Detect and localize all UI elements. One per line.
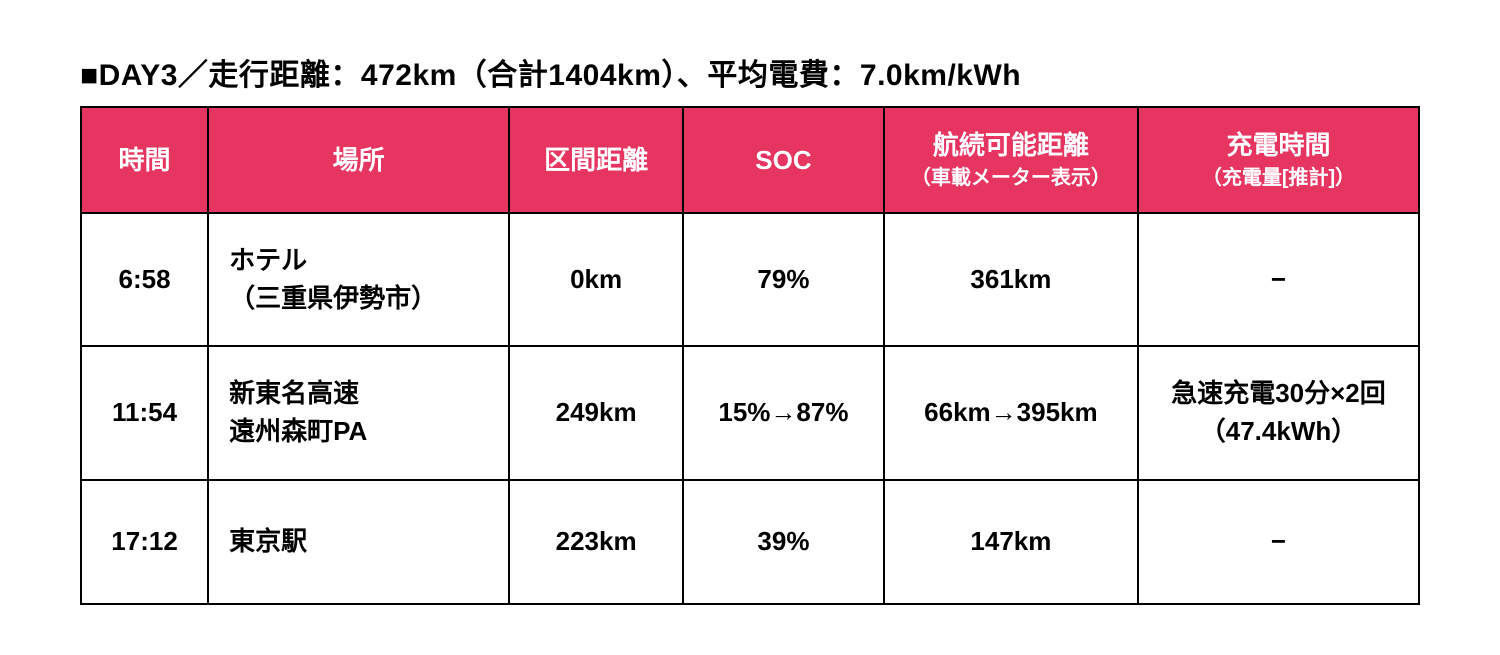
cell-location: ホテル （三重県伊勢市） [208, 213, 509, 346]
location-line2: 遠州森町PA [229, 416, 367, 446]
table-header-row: 時間 場所 区間距離 SOC 航続可能距離 （車載メーター表示） 充電時間 （充… [81, 107, 1419, 213]
table-row: 6:58 ホテル （三重県伊勢市） 0km 79% 361km − [81, 213, 1419, 346]
charge-line1: 急速充電30分×2回 [1171, 378, 1386, 408]
col-header-charge: 充電時間 （充電量[推計]） [1138, 107, 1419, 213]
cell-time: 11:54 [81, 346, 208, 479]
col-header-location: 場所 [208, 107, 509, 213]
cell-soc: 79% [683, 213, 884, 346]
cell-soc: 15%→87% [683, 346, 884, 479]
col-header-main: 航続可能距離 [933, 130, 1089, 160]
cell-soc: 39% [683, 480, 884, 604]
cell-charge: 急速充電30分×2回 （47.4kWh） [1138, 346, 1419, 479]
table-row: 17:12 東京駅 223km 39% 147km − [81, 480, 1419, 604]
location-line1: 新東名高速 [229, 378, 359, 408]
cell-range: 66km→395km [884, 346, 1138, 479]
cell-charge: − [1138, 480, 1419, 604]
cell-distance: 249km [509, 346, 683, 479]
cell-location: 新東名高速 遠州森町PA [208, 346, 509, 479]
col-header-main: 時間 [119, 145, 171, 175]
location-line1: 東京駅 [229, 526, 307, 556]
cell-time: 17:12 [81, 480, 208, 604]
cell-charge: − [1138, 213, 1419, 346]
col-header-sub: （充電量[推計]） [1147, 165, 1410, 192]
col-header-time: 時間 [81, 107, 208, 213]
location-line2: （三重県伊勢市） [229, 283, 437, 313]
charge-line1: − [1271, 264, 1286, 294]
col-header-main: 区間距離 [544, 145, 648, 175]
cell-range: 361km [884, 213, 1138, 346]
page-title: ■DAY3／走行距離：472km（合計1404km）、平均電費：7.0km/kW… [80, 50, 1420, 94]
charge-line1: − [1271, 526, 1286, 556]
cell-location: 東京駅 [208, 480, 509, 604]
cell-distance: 223km [509, 480, 683, 604]
cell-range: 147km [884, 480, 1138, 604]
trip-table: 時間 場所 区間距離 SOC 航続可能距離 （車載メーター表示） 充電時間 （充… [80, 106, 1420, 605]
col-header-main: SOC [755, 145, 811, 175]
col-header-soc: SOC [683, 107, 884, 213]
col-header-main: 場所 [333, 145, 385, 175]
location-line1: ホテル [229, 245, 307, 275]
col-header-distance: 区間距離 [509, 107, 683, 213]
table-body: 6:58 ホテル （三重県伊勢市） 0km 79% 361km − 11:54 … [81, 213, 1419, 604]
col-header-sub: （車載メーター表示） [893, 165, 1129, 192]
col-header-range: 航続可能距離 （車載メーター表示） [884, 107, 1138, 213]
col-header-main: 充電時間 [1226, 130, 1330, 160]
cell-time: 6:58 [81, 213, 208, 346]
table-row: 11:54 新東名高速 遠州森町PA 249km 15%→87% 66km→39… [81, 346, 1419, 479]
cell-distance: 0km [509, 213, 683, 346]
charge-line2: （47.4kWh） [1200, 416, 1358, 446]
